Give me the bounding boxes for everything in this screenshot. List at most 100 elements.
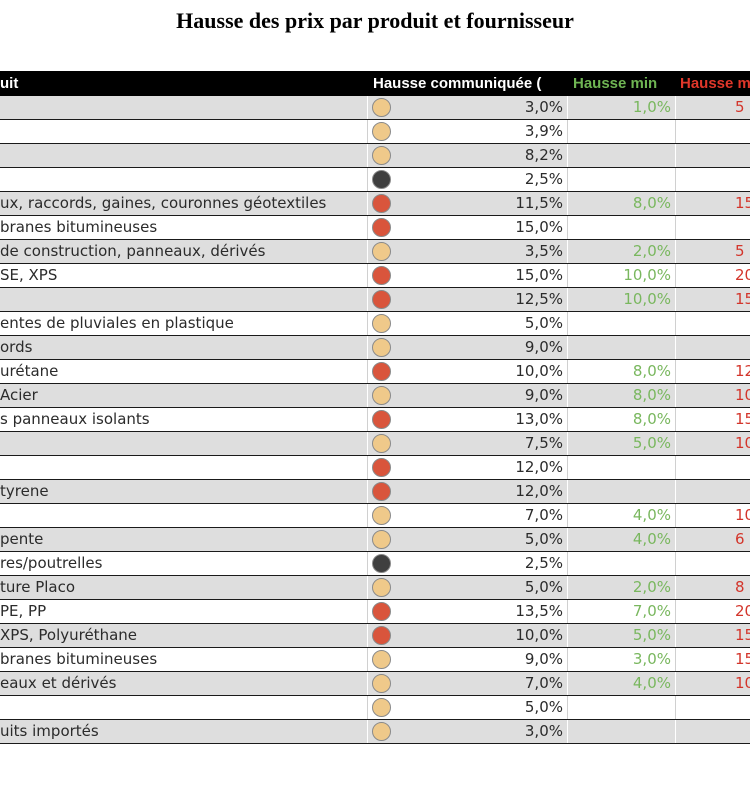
column-separator — [367, 552, 368, 575]
hausse-communiquee-cell: 3,9% — [524, 122, 563, 140]
column-separator — [567, 216, 568, 239]
status-dot-tan — [372, 698, 391, 717]
table-row: 12,0% — [0, 456, 750, 480]
status-dot-red — [372, 458, 391, 477]
status-dot-red — [372, 290, 391, 309]
product-cell: SE, XPS — [0, 266, 58, 284]
table-body: 3,0% 1,0% 5 3,9% 8,2% 2,5% ux, raccords, gaine… — [0, 96, 750, 744]
product-cell: PE, PP — [0, 602, 47, 620]
status-dot-tan — [372, 722, 391, 741]
product-cell: urétane — [0, 362, 59, 380]
hausse-communiquee-cell: 7,5% — [524, 434, 563, 452]
hausse-min-cell: 1,0% — [632, 98, 671, 116]
status-dot-tan — [372, 122, 391, 141]
hausse-communiquee-cell: 10,0% — [515, 626, 563, 644]
hausse-min-cell: 2,0% — [632, 242, 671, 260]
status-dot-tan — [372, 674, 391, 693]
status-dot-dark — [372, 170, 391, 189]
column-separator — [675, 600, 676, 623]
column-separator — [567, 408, 568, 431]
column-separator — [675, 312, 676, 335]
table-row: 12,5% 10,0% 15 — [0, 288, 750, 312]
column-separator — [367, 528, 368, 551]
status-dot-red — [372, 362, 391, 381]
table-header: uit Hausse communiquée ( Hausse min Haus… — [0, 71, 750, 96]
hausse-min-cell: 8,0% — [632, 362, 671, 380]
price-increase-table: uit Hausse communiquée ( Hausse min Haus… — [0, 71, 750, 744]
hausse-min-cell: 5,0% — [632, 626, 671, 644]
column-separator — [675, 504, 676, 527]
product-cell: branes bitumineuses — [0, 650, 158, 668]
column-separator — [675, 672, 676, 695]
column-separator — [367, 432, 368, 455]
column-separator — [675, 216, 676, 239]
column-separator — [567, 504, 568, 527]
column-separator — [675, 168, 676, 191]
column-separator — [567, 168, 568, 191]
table-row: ture Placo 5,0% 2,0% 8 — [0, 576, 750, 600]
column-separator — [367, 360, 368, 383]
column-separator — [367, 408, 368, 431]
product-cell: eaux et dérivés — [0, 674, 117, 692]
column-separator — [367, 384, 368, 407]
column-separator — [567, 648, 568, 671]
table-row: 5,0% — [0, 696, 750, 720]
column-separator — [675, 552, 676, 575]
column-separator — [367, 144, 368, 167]
product-cell: Acier — [0, 386, 38, 404]
hausse-max-cell: 5 — [735, 98, 745, 116]
product-cell: ux, raccords, gaines, couronnes géotexti… — [0, 194, 327, 212]
table-row: de construction, panneaux, dérivés 3,5% 2,… — [0, 240, 750, 264]
column-separator — [567, 336, 568, 359]
column-separator — [367, 600, 368, 623]
product-cell: ture Placo — [0, 578, 76, 596]
hausse-min-cell: 4,0% — [632, 674, 671, 692]
hausse-max-cell: 10 — [735, 506, 750, 524]
hausse-communiquee-cell: 5,0% — [524, 314, 563, 332]
column-separator — [567, 600, 568, 623]
header-hausse-max: Hausse m — [680, 75, 750, 92]
hausse-max-cell: 15 — [735, 626, 750, 644]
column-separator — [675, 456, 676, 479]
hausse-communiquee-cell: 3,0% — [524, 98, 563, 116]
product-cell: tyrene — [0, 482, 49, 500]
table-row: pente 5,0% 4,0% 6 — [0, 528, 750, 552]
hausse-communiquee-cell: 15,0% — [515, 218, 563, 236]
table-row: tyrene 12,0% — [0, 480, 750, 504]
hausse-min-cell: 3,0% — [632, 650, 671, 668]
column-separator — [567, 432, 568, 455]
status-dot-tan — [372, 146, 391, 165]
hausse-min-cell: 8,0% — [632, 410, 671, 428]
column-separator — [367, 216, 368, 239]
hausse-communiquee-cell: 2,5% — [524, 554, 563, 572]
product-cell: ords — [0, 338, 33, 356]
table-row: XPS, Polyuréthane 10,0% 5,0% 15 — [0, 624, 750, 648]
hausse-min-cell: 4,0% — [632, 530, 671, 548]
hausse-communiquee-cell: 15,0% — [515, 266, 563, 284]
table-row: 3,9% — [0, 120, 750, 144]
hausse-max-cell: 20 — [735, 602, 750, 620]
column-separator — [367, 456, 368, 479]
table-row: ux, raccords, gaines, couronnes géotexti… — [0, 192, 750, 216]
column-separator — [675, 120, 676, 143]
hausse-communiquee-cell: 9,0% — [524, 338, 563, 356]
hausse-communiquee-cell: 12,0% — [515, 458, 563, 476]
column-separator — [675, 480, 676, 503]
product-cell: entes de pluviales en plastique — [0, 314, 234, 332]
table-row: 8,2% — [0, 144, 750, 168]
hausse-communiquee-cell: 3,5% — [524, 242, 563, 260]
hausse-max-cell: 10 — [735, 386, 750, 404]
hausse-min-cell: 2,0% — [632, 578, 671, 596]
column-separator — [567, 192, 568, 215]
product-cell: branes bitumineuses — [0, 218, 158, 236]
column-separator — [675, 288, 676, 311]
product-cell: XPS, Polyuréthane — [0, 626, 137, 644]
status-dot-tan — [372, 578, 391, 597]
hausse-max-cell: 12 — [735, 362, 750, 380]
status-dot-red — [372, 266, 391, 285]
status-dot-red — [372, 602, 391, 621]
column-separator — [367, 168, 368, 191]
column-separator — [675, 528, 676, 551]
table-row: uits importés 3,0% — [0, 720, 750, 744]
status-dot-red — [372, 626, 391, 645]
